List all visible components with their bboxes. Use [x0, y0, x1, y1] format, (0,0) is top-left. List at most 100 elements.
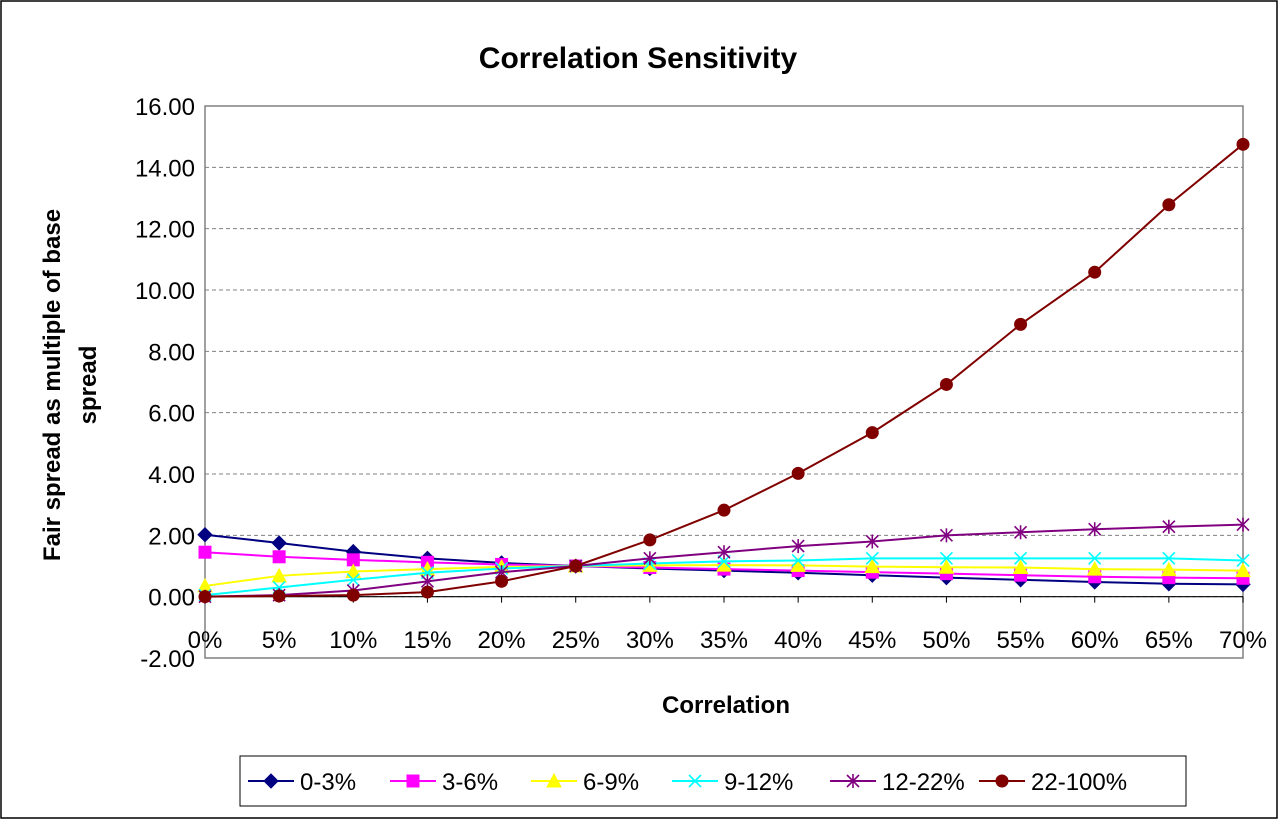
- data-point-circle: [1236, 137, 1250, 151]
- data-point-x: [865, 551, 879, 565]
- y-axis-label-line-2: spread: [75, 346, 102, 425]
- data-point-circle: [346, 588, 360, 602]
- y-tick-label: 2.00: [148, 523, 195, 550]
- data-point-x: [346, 573, 360, 587]
- data-point-circle: [865, 426, 879, 440]
- legend-item: 12-22%: [830, 769, 965, 796]
- y-tick-label: -2.00: [140, 646, 195, 673]
- data-point-circle: [495, 574, 509, 588]
- marker-stroke: [688, 774, 702, 788]
- marker-stroke: [1162, 551, 1176, 565]
- data-point-star: [791, 539, 805, 554]
- data-point-star: [846, 774, 860, 788]
- data-point-star: [643, 551, 657, 566]
- legend-label: 6-9%: [583, 769, 639, 796]
- y-tick-label: 0.00: [148, 585, 195, 612]
- data-point-circle: [643, 533, 657, 547]
- x-tick-label: 50%: [922, 627, 970, 654]
- y-tick-label: 16.00: [135, 94, 195, 121]
- marker-stroke: [346, 573, 360, 587]
- y-tick-label: 14.00: [135, 155, 195, 182]
- data-point-x: [688, 774, 702, 788]
- data-point-triangle: [864, 558, 881, 574]
- x-tick-label: 55%: [997, 627, 1045, 654]
- data-point-star: [1088, 522, 1102, 537]
- y-axis-label-line-1: Fair spread as multiple of base: [39, 209, 66, 561]
- data-point-triangle: [345, 563, 362, 579]
- x-tick-label: 70%: [1219, 627, 1267, 654]
- data-point-triangle: [1012, 559, 1029, 575]
- data-point-triangle: [546, 772, 562, 788]
- data-point-x: [1236, 553, 1250, 568]
- legend-label: 9-12%: [724, 769, 793, 796]
- y-axis-label: Fair spread as multiple of base spread: [39, 209, 102, 561]
- x-tick-label: 30%: [626, 627, 674, 654]
- marker-stroke: [791, 553, 805, 568]
- legend-label: 12-22%: [882, 769, 965, 796]
- x-tick-label: 65%: [1145, 627, 1193, 654]
- legend: 0-3% 3-6% 6-9% 9-12% 12-22% 22-100%: [239, 755, 1187, 807]
- data-point-star: [1236, 517, 1250, 532]
- x-tick-label: 5%: [262, 627, 297, 654]
- data-point-circle: [717, 503, 731, 517]
- x-tick-label: 40%: [774, 627, 822, 654]
- data-point-x: [791, 553, 805, 568]
- data-point-circle: [995, 774, 1009, 788]
- x-tick-label: 60%: [1071, 627, 1119, 654]
- data-point-square: [198, 545, 212, 559]
- x-axis: 0% 5% 10% 15% 20% 25% 30% 35% 40% 45% 50% 55% 60% 65%…: [188, 596, 1267, 654]
- y-tick-label: 8.00: [148, 339, 195, 366]
- data-point-triangle: [271, 567, 287, 583]
- data-point-circle: [198, 590, 212, 604]
- data-point-circle: [1088, 265, 1102, 279]
- legend-label: 3-6%: [442, 769, 498, 796]
- data-point-star: [717, 545, 731, 560]
- legend-item: 9-12%: [672, 769, 793, 796]
- marker-stroke: [717, 554, 731, 568]
- x-tick-label: 15%: [403, 627, 451, 654]
- data-point-x: [1162, 551, 1176, 565]
- data-point-circle: [420, 585, 434, 599]
- data-point-circle: [272, 589, 286, 603]
- chart-title: Correlation Sensitivity: [479, 42, 798, 75]
- marker-stroke: [1088, 551, 1102, 565]
- legend-label: 22-100%: [1031, 769, 1127, 796]
- data-point-triangle: [1086, 561, 1103, 576]
- data-point-diamond: [271, 535, 287, 551]
- x-tick-label: 10%: [329, 627, 377, 654]
- data-point-circle: [939, 377, 953, 391]
- y-tick-label: 10.00: [135, 278, 195, 305]
- data-point-star: [939, 528, 953, 543]
- legend-items: 0-3% 3-6% 6-9% 9-12% 12-22% 22-100%: [248, 769, 1127, 796]
- data-point-x: [717, 554, 731, 568]
- data-point-circle: [569, 559, 583, 573]
- data-point-x: [1088, 551, 1102, 565]
- legend-item: 22-100%: [979, 769, 1127, 796]
- data-point-circle: [791, 466, 805, 480]
- x-tick-label: 35%: [700, 627, 748, 654]
- data-point-x: [939, 551, 953, 565]
- data-point-diamond: [263, 773, 279, 789]
- legend-item: 0-3%: [248, 769, 356, 796]
- marker-stroke: [1236, 553, 1250, 568]
- data-point-triangle: [1235, 562, 1251, 578]
- x-tick-label: 45%: [848, 627, 896, 654]
- marker-stroke: [865, 551, 879, 565]
- y-tick-label: 6.00: [148, 401, 195, 428]
- y-tick-label: 4.00: [148, 462, 195, 489]
- legend-item: 3-6%: [390, 769, 498, 796]
- data-point-diamond: [197, 527, 213, 543]
- data-point-square: [272, 550, 286, 564]
- series-22-100%: [198, 137, 1250, 604]
- data-point-star: [865, 534, 879, 549]
- legend-label: 0-3%: [300, 769, 356, 796]
- x-axis-label: Correlation: [662, 692, 790, 719]
- x-tick-label: 25%: [552, 627, 600, 654]
- data-point-x: [1014, 551, 1028, 565]
- data-point-square: [406, 774, 420, 788]
- data-point-star: [1014, 525, 1028, 540]
- x-tick-label: 0%: [188, 627, 223, 654]
- marker-stroke: [939, 551, 953, 565]
- data-point-star: [1162, 519, 1176, 534]
